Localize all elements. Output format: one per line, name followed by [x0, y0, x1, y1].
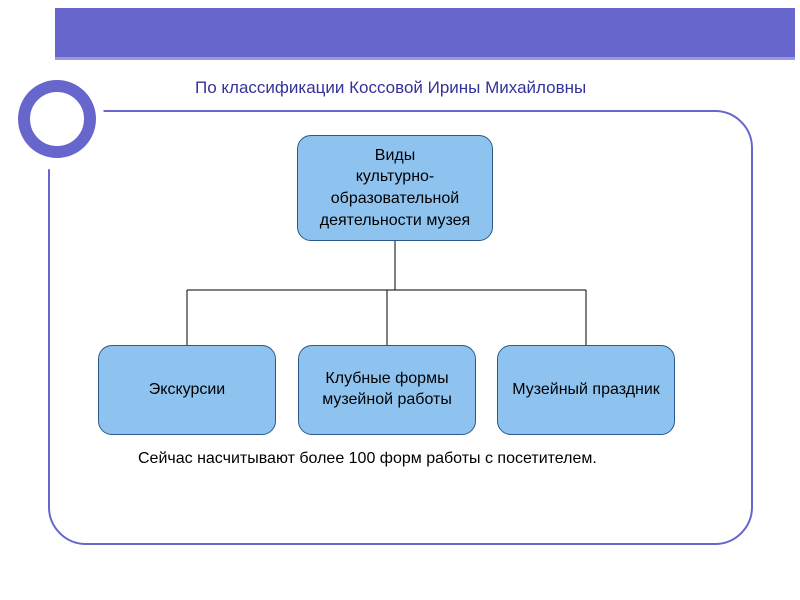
tree-child-node: Музейный праздник [497, 345, 675, 435]
subtitle-text: По классификации Коссовой Ирины Михайлов… [195, 78, 586, 98]
caption-text: Сейчас насчитывают более 100 форм работы… [138, 450, 597, 468]
child-label: Экскурсии [149, 380, 225, 401]
child-label: Клубные формымузейной работы [322, 369, 452, 411]
tree-root-node: Видыкультурно-образовательнойдеятельност… [297, 135, 493, 241]
tree-child-node: Клубные формымузейной работы [298, 345, 476, 435]
root-label: Видыкультурно-образовательнойдеятельност… [320, 145, 470, 231]
child-label: Музейный праздник [512, 380, 660, 401]
tree-child-node: Экскурсии [98, 345, 276, 435]
slide-banner [55, 8, 795, 60]
decorative-ring-icon [18, 80, 96, 158]
